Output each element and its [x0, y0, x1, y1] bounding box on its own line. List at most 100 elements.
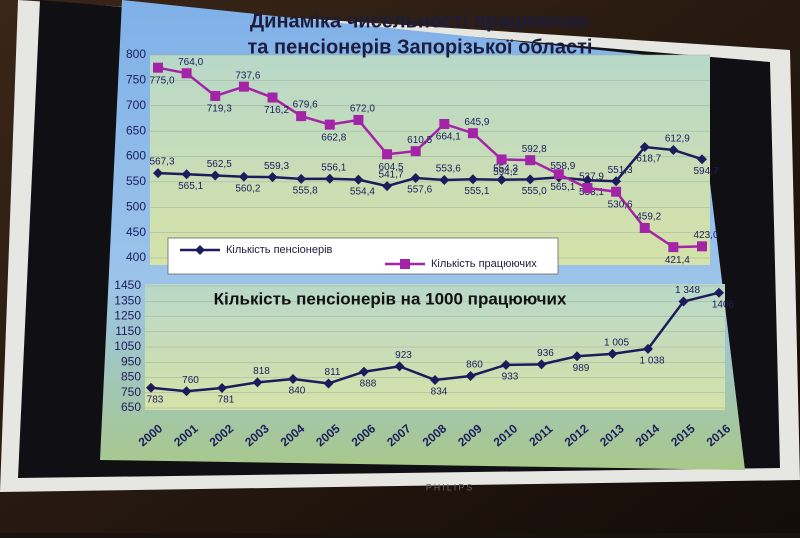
- marker: [267, 92, 278, 103]
- marker: [697, 154, 707, 165]
- data-label: 592,8: [522, 144, 547, 155]
- data-label: 719,3: [207, 104, 232, 115]
- marker: [465, 370, 476, 381]
- marker: [181, 68, 192, 79]
- data-label: 555,1: [464, 186, 489, 197]
- data-label: 537,9: [579, 172, 604, 183]
- marker: [288, 374, 298, 385]
- data-label: 421,4: [665, 255, 690, 266]
- marker: [536, 359, 547, 370]
- data-label: 936: [537, 348, 554, 359]
- legend-label: Кількість працюючих: [431, 258, 537, 270]
- data-label: 557,6: [407, 185, 432, 196]
- marker: [643, 343, 653, 354]
- marker: [496, 154, 507, 165]
- data-label: 594,7: [693, 166, 718, 177]
- y-tick-label: 700: [126, 98, 146, 112]
- data-label: 760: [182, 375, 199, 386]
- marker: [668, 144, 679, 155]
- data-label: 618,7: [636, 154, 661, 165]
- data-label: 610,5: [407, 135, 432, 146]
- data-label: 645,9: [464, 117, 489, 128]
- y-tick-label: 1350: [114, 293, 141, 307]
- marker: [467, 128, 478, 139]
- data-label: 553,6: [436, 164, 461, 175]
- y-tick-label: 800: [126, 47, 146, 61]
- data-label: 555,8: [293, 186, 318, 197]
- marker: [217, 383, 227, 394]
- marker: [252, 377, 263, 388]
- data-label: 764,0: [178, 57, 203, 68]
- data-label: 559,3: [264, 161, 289, 172]
- marker: [430, 374, 440, 385]
- y-tick-label: 750: [126, 73, 146, 87]
- marker: [572, 351, 582, 362]
- marker: [359, 366, 369, 377]
- marker: [181, 169, 192, 180]
- marker: [697, 241, 707, 252]
- marker: [639, 142, 650, 153]
- marker: [553, 169, 564, 180]
- y-tick-label: 400: [126, 250, 146, 264]
- data-label: 423,0: [693, 230, 718, 241]
- y-tick-label: 650: [126, 123, 146, 137]
- y-tick-label: 600: [126, 149, 146, 163]
- data-label: 860: [466, 360, 483, 371]
- data-label: 679,6: [293, 100, 318, 111]
- data-label: 1 038: [639, 355, 664, 366]
- data-label: 554,4: [350, 186, 375, 197]
- data-label: 567,3: [149, 157, 174, 168]
- data-label: 541,7: [379, 170, 404, 181]
- data-label: 556,1: [321, 162, 346, 173]
- y-tick-label: 950: [121, 354, 141, 368]
- legend-marker: [400, 259, 410, 269]
- y-tick-label: 1150: [115, 324, 141, 338]
- marker: [296, 173, 307, 184]
- marker: [611, 186, 622, 197]
- data-label: 775,0: [149, 75, 174, 86]
- data-label: 840: [289, 386, 306, 397]
- marker: [267, 172, 278, 183]
- marker: [439, 118, 450, 129]
- marker: [210, 170, 221, 181]
- marker: [525, 174, 536, 185]
- marker: [296, 111, 307, 122]
- legend: [167, 237, 559, 275]
- chart-title: та пенсіонерів Запорізької області: [248, 36, 593, 58]
- y-tick-label: 500: [126, 199, 146, 213]
- data-label: 933: [502, 371, 519, 382]
- marker: [639, 222, 650, 233]
- marker: [439, 175, 450, 186]
- data-label: 737,6: [235, 70, 260, 81]
- chart-title: Динаміка чисельності працюючих: [250, 10, 590, 32]
- brand: PHILIPS: [426, 482, 475, 492]
- data-label: 565,1: [550, 182, 575, 193]
- data-label: 612,9: [665, 134, 690, 145]
- data-label: 1406: [712, 299, 735, 310]
- plot-area: [150, 55, 710, 265]
- y-tick-label: 750: [121, 385, 141, 399]
- data-label: 594,2: [493, 167, 518, 178]
- data-label: 811: [325, 367, 341, 378]
- marker: [323, 378, 334, 389]
- data-label: 562,5: [207, 159, 232, 170]
- marker: [525, 155, 536, 166]
- marker: [501, 359, 511, 370]
- data-label: 662,8: [321, 132, 346, 143]
- marker: [353, 174, 364, 185]
- marker: [668, 242, 679, 253]
- marker: [678, 296, 689, 307]
- marker: [382, 181, 393, 192]
- y-tick-label: 650: [121, 400, 141, 414]
- data-label: 554,3: [493, 163, 518, 174]
- marker: [607, 348, 618, 359]
- data-label: 989: [573, 363, 590, 374]
- y-tick-label: 850: [121, 370, 141, 384]
- marker: [238, 81, 249, 92]
- data-label: 558,9: [550, 161, 575, 172]
- top-chart: 400 450 500 550 600 650 700 750 800 567,3 565,1 562…: [126, 10, 719, 275]
- y-tick-label: 1250: [114, 309, 141, 323]
- marker: [353, 114, 364, 125]
- legend-label: Кількість пенсіонерів: [226, 244, 333, 256]
